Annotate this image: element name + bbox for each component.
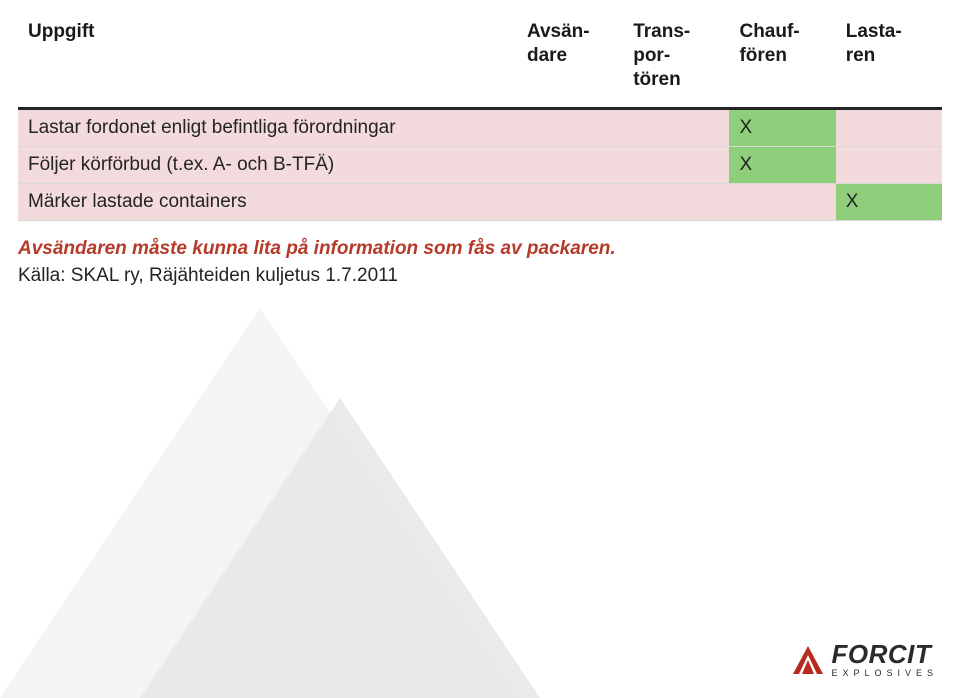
mark-cell [623, 147, 729, 184]
table-header-row: Uppgift Avsän- dare Trans- por- tören Ch… [18, 14, 942, 109]
header-transporter-l3: tören [633, 69, 681, 90]
header-sender: Avsän- dare [517, 14, 623, 109]
mark-cell: X [729, 147, 835, 184]
mark-cell [517, 147, 623, 184]
logo-brand: FORCIT [831, 641, 938, 667]
note-emphasis: Avsändaren måste kunna lita på informati… [18, 235, 942, 263]
mark-cell: X [729, 109, 835, 147]
header-driver-l1: Chauf- [739, 21, 799, 42]
header-transporter-l2: por- [633, 45, 670, 66]
bg-triangle-2 [140, 398, 540, 698]
header-transporter: Trans- por- tören [623, 14, 729, 109]
logo-mark-icon [793, 646, 823, 674]
header-transporter-l1: Trans- [633, 21, 690, 42]
mark-cell [836, 147, 942, 184]
mark-cell [836, 109, 942, 147]
header-loader-l2: ren [846, 45, 876, 66]
mark-cell [517, 183, 623, 220]
logo-subtitle: EXPLOSIVES [831, 669, 938, 678]
task-cell: Märker lastade containers [18, 183, 517, 220]
header-loader-l1: Lasta- [846, 21, 902, 42]
mark-cell: X [836, 183, 942, 220]
task-cell: Lastar fordonet enligt befintliga förord… [18, 109, 517, 147]
mark-cell [517, 109, 623, 147]
header-sender-l1: Avsän- [527, 21, 590, 42]
mark-cell [623, 109, 729, 147]
note-block: Avsändaren måste kunna lita på informati… [18, 235, 942, 290]
logo-text: FORCIT EXPLOSIVES [831, 641, 938, 678]
task-cell: Följer körförbud (t.ex. A- och B-TFÄ) [18, 147, 517, 184]
table-row: Märker lastade containers X [18, 183, 942, 220]
mark-cell [729, 183, 835, 220]
header-sender-l2: dare [527, 45, 567, 66]
mark-cell [623, 183, 729, 220]
header-driver: Chauf- fören [729, 14, 835, 109]
header-driver-l2: fören [739, 45, 787, 66]
header-loader: Lasta- ren [836, 14, 942, 109]
note-source: Källa: SKAL ry, Räjähteiden kuljetus 1.7… [18, 262, 942, 290]
table-row: Följer körförbud (t.ex. A- och B-TFÄ) X [18, 147, 942, 184]
page: Uppgift Avsän- dare Trans- por- tören Ch… [0, 0, 960, 698]
header-task: Uppgift [18, 14, 517, 109]
responsibilities-table: Uppgift Avsän- dare Trans- por- tören Ch… [18, 14, 942, 221]
table-row: Lastar fordonet enligt befintliga förord… [18, 109, 942, 147]
bg-triangle-1 [0, 308, 520, 698]
brand-logo: FORCIT EXPLOSIVES [793, 641, 938, 678]
